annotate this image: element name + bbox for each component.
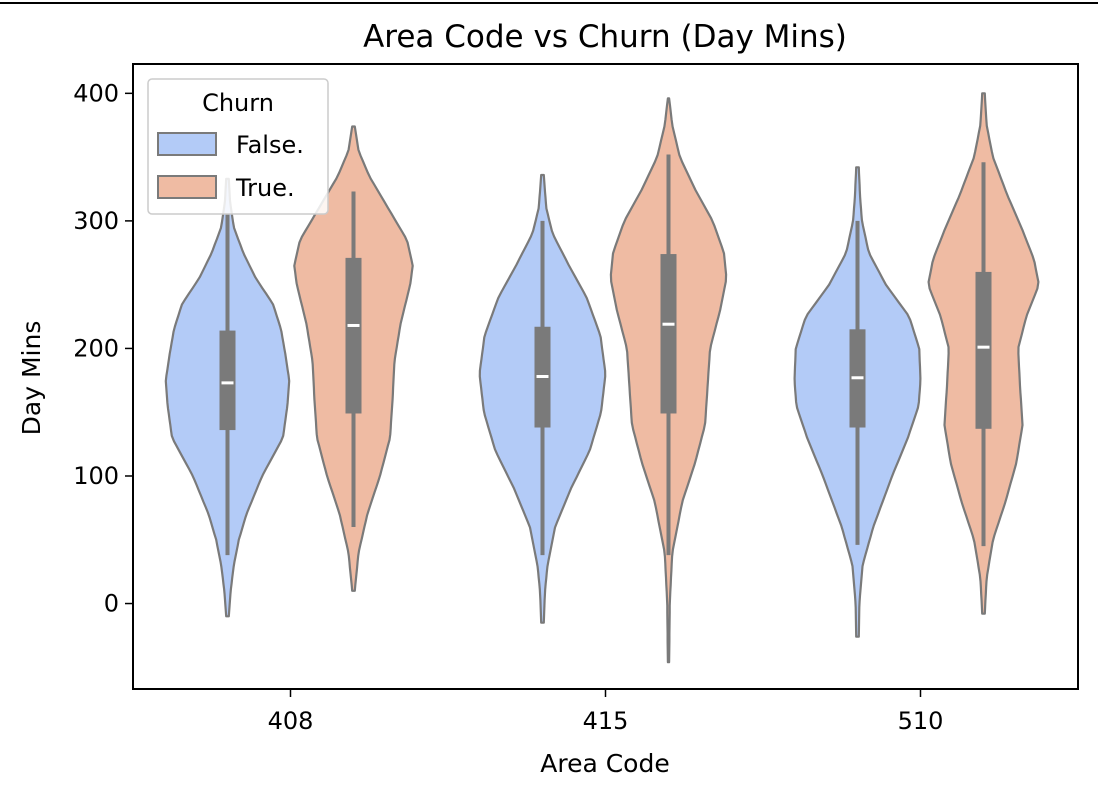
- legend: Churn False. True.: [147, 78, 329, 215]
- plot-layer: [164, 92, 1040, 664]
- legend-title: Churn: [202, 89, 274, 117]
- y-tick-label: 400: [73, 79, 119, 107]
- legend-label-true: True.: [235, 174, 295, 202]
- y-tick-label: 300: [73, 207, 119, 235]
- x-axis: 408 415 510: [268, 689, 944, 735]
- iqr-box-true-510: [975, 271, 992, 429]
- iqr-box-true-408: [345, 257, 362, 414]
- chart-title: Area Code vs Churn (Day Mins): [363, 19, 847, 55]
- x-tick-label: 510: [898, 707, 944, 735]
- legend-label-false: False.: [236, 131, 304, 159]
- y-axis: 0 100 200 300 400: [73, 79, 133, 618]
- y-tick-label: 0: [104, 590, 119, 618]
- legend-swatch-false: [157, 132, 217, 156]
- x-tick-label: 408: [268, 707, 314, 735]
- y-tick-label: 200: [73, 334, 119, 362]
- y-axis-label: Day Mins: [17, 321, 46, 436]
- iqr-box-true-415: [660, 254, 677, 414]
- y-tick-label: 100: [73, 462, 119, 490]
- legend-swatch-true: [157, 175, 217, 199]
- x-tick-label: 415: [583, 707, 629, 735]
- iqr-box-false-408: [219, 330, 236, 431]
- top-border-line: [0, 2, 1098, 4]
- x-axis-label: Area Code: [540, 749, 669, 778]
